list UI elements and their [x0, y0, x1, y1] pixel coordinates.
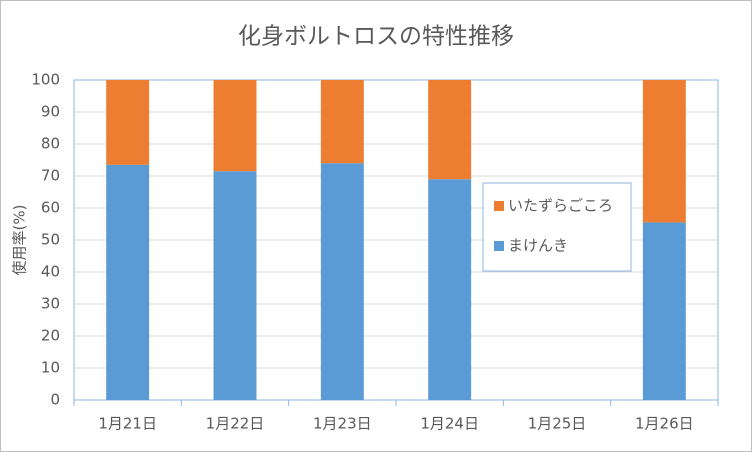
x-tick-label: 1月26日: [635, 415, 694, 433]
y-tick-label: 100: [31, 71, 60, 89]
x-tick-label: 1月24日: [420, 415, 479, 433]
bar-segment: [428, 179, 472, 400]
y-tick-label: 60: [41, 199, 60, 217]
y-tick-label: 50: [41, 231, 60, 249]
x-tick-label: 1月23日: [313, 415, 372, 433]
y-axis-label: 使用率(%): [11, 205, 29, 276]
y-tick-label: 10: [41, 359, 60, 377]
x-tick-label: 1月25日: [528, 415, 587, 433]
bar-segment: [428, 80, 472, 180]
bar-segment: [320, 163, 364, 400]
y-tick-label: 20: [41, 327, 60, 345]
legend-swatch: [494, 241, 504, 251]
bar-segment: [106, 164, 150, 400]
legend-label: いたずらごころ: [508, 197, 613, 215]
y-tick-label: 90: [41, 103, 60, 121]
bar-segment: [320, 80, 364, 164]
y-tick-label: 40: [41, 263, 60, 281]
bar-segment: [213, 171, 257, 400]
bar-segment: [642, 80, 686, 223]
y-tick-label: 0: [50, 391, 60, 409]
bar-segment: [642, 222, 686, 400]
x-tick-label: 1月21日: [98, 415, 157, 433]
y-tick-label: 70: [41, 167, 60, 185]
legend-box: [482, 182, 632, 272]
bar-segment: [106, 80, 150, 165]
y-tick-label: 80: [41, 135, 60, 153]
chart-title: 化身ボルトロスの特性推移: [238, 24, 514, 50]
legend-swatch: [494, 201, 504, 211]
bar-segment: [213, 80, 257, 172]
y-tick-label: 30: [41, 295, 60, 313]
legend-label: まけんき: [508, 237, 568, 255]
x-tick-label: 1月22日: [206, 415, 265, 433]
